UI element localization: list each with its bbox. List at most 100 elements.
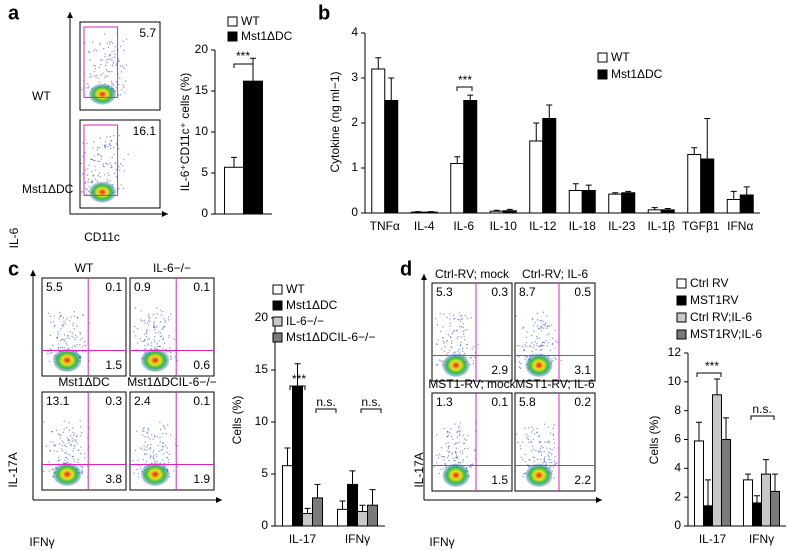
cell-dot [439,453,441,456]
cell-dot [144,322,146,324]
cell-dot [524,453,526,456]
cell-dot [111,57,113,59]
cell-dot [58,318,61,320]
cell-dot [552,466,555,468]
bar [292,386,303,527]
cell-dot [460,345,462,347]
cell-dot [526,356,529,358]
cell-dot [440,360,442,362]
cell-dot [59,459,61,461]
cell-dot [548,458,550,460]
quadrant-value: 0.1 [105,280,122,294]
cell-dot [458,430,460,433]
cell-dot [444,345,446,348]
y-tick-label: 12 [668,345,682,359]
cell-dot [53,325,56,328]
cell-dot [467,447,469,450]
cell-dot [160,314,163,316]
y-tick-label: 20 [255,310,269,324]
density-core [52,462,82,487]
cell-dot [72,450,74,452]
y-tick-label: 15 [255,362,269,376]
cell-dot [452,330,455,333]
cell-dot [146,322,149,325]
cell-dot [543,327,545,329]
cell-dot [454,351,456,353]
cell-dot [68,442,70,444]
cell-dot [549,459,552,461]
cell-dot [458,319,460,321]
quadrant-value: 13.1 [46,394,70,408]
cell-dot [536,319,539,321]
cell-dot [531,342,533,344]
cell-dot [526,345,528,348]
y-tick-label: 15 [195,83,209,97]
cell-dot [65,342,67,344]
cell-dot [72,322,75,325]
cell-dot [74,345,77,348]
cell-dot [93,141,95,143]
legend-label: MST1RV [690,293,738,307]
cell-dot [474,356,476,359]
cell-dot [123,159,125,161]
cell-dot [450,428,452,430]
bracket [315,408,337,413]
cell-dot [440,330,442,333]
cell-dot [470,356,472,359]
cell-dot [107,172,109,174]
cell-dot [147,436,149,439]
x-axis-label: IFNγ [29,535,54,549]
cell-dot [119,94,122,96]
cell-dot [145,332,148,335]
cell-dot [148,337,150,340]
y-tick-label: 2 [351,115,358,129]
cell-dot [66,317,68,319]
cell-dot [446,435,449,438]
quadrant-value: 0.6 [193,358,210,372]
cell-dot [156,313,159,315]
cell-dot [454,423,456,425]
cell-dot [76,442,78,444]
cell-dot [146,453,148,455]
cell-dot [61,347,63,349]
cell-dot [547,324,549,327]
cell-dot [77,458,79,461]
error-bar [723,417,729,440]
cell-dot [103,174,106,176]
cell-dot [472,360,475,362]
cell-dot [159,321,162,323]
cell-dot [447,432,449,434]
cell-dot [150,344,152,347]
cell-dot [65,456,67,459]
cell-dot [155,317,157,319]
cell-dot [526,437,528,439]
cell-dot [50,441,52,443]
cell-dot [447,447,450,449]
cell-dot [551,448,553,451]
cell-dot [100,74,102,76]
annotation: n.s. [316,395,335,409]
cell-dot [107,70,109,73]
cell-dot [457,427,460,429]
cell-dot [62,338,64,341]
cell-dot [436,454,438,456]
legend-label: WT [286,282,305,296]
cell-dot [47,312,50,315]
cell-dot [447,430,449,433]
cell-dot [146,432,149,435]
cell-dot [462,333,465,335]
cell-dot [137,472,140,475]
cell-dot [111,59,113,62]
cell-dot [115,163,117,165]
cell-dot [541,327,543,329]
cell-dot [86,142,88,145]
cell-dot [159,428,162,431]
flow-title: Mst1ΔDC [58,375,110,389]
cell-dot [136,430,138,432]
cell-dot [451,346,453,349]
cell-dot [100,158,103,160]
cell-dot [59,346,62,349]
cell-dot [458,441,461,443]
cell-dot [106,42,108,44]
cell-dot [448,349,451,351]
